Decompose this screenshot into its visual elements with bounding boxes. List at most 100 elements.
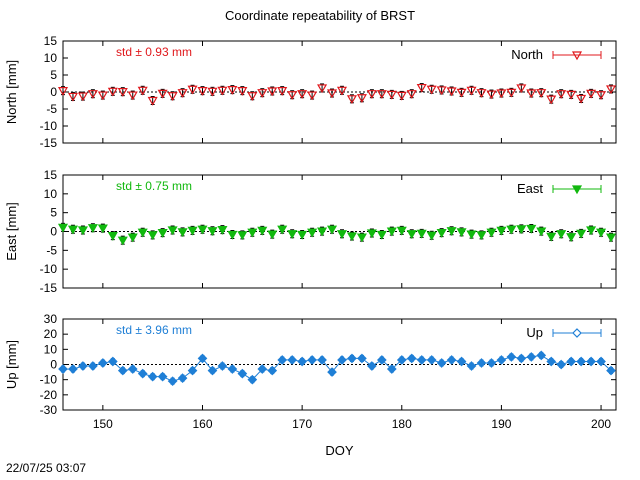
y-axis-label: Up [mm] bbox=[4, 340, 19, 389]
data-point bbox=[307, 91, 318, 101]
data-point bbox=[366, 90, 377, 99]
data-point bbox=[217, 361, 228, 371]
y-tick-label: 10 bbox=[44, 342, 58, 356]
data-point bbox=[137, 368, 148, 379]
data-point bbox=[327, 367, 337, 377]
y-tick-label: 5 bbox=[50, 206, 57, 220]
std-annotation: std ± 3.96 mm bbox=[116, 323, 192, 337]
data-point bbox=[526, 224, 537, 234]
data-point bbox=[117, 236, 128, 246]
data-point bbox=[147, 231, 158, 241]
data-point bbox=[546, 232, 557, 242]
data-point bbox=[586, 226, 597, 236]
legend-label: East bbox=[517, 181, 543, 196]
x-tick-label: 200 bbox=[591, 417, 611, 431]
data-point bbox=[516, 84, 527, 94]
data-point bbox=[297, 230, 308, 240]
data-point bbox=[227, 86, 238, 95]
data-point bbox=[67, 92, 78, 102]
data-point bbox=[277, 355, 288, 365]
data-point bbox=[576, 94, 587, 104]
data-point bbox=[506, 352, 517, 362]
data-point bbox=[357, 353, 367, 364]
data-point bbox=[605, 85, 617, 95]
y-tick-label: -30 bbox=[40, 403, 58, 417]
data-point bbox=[127, 91, 138, 101]
legend-label: North bbox=[511, 47, 543, 62]
data-point bbox=[446, 227, 457, 236]
data-point bbox=[207, 365, 218, 376]
legend-marker bbox=[571, 51, 583, 61]
data-point bbox=[376, 90, 387, 99]
data-point bbox=[127, 364, 138, 374]
data-point bbox=[486, 228, 497, 238]
data-point bbox=[536, 227, 547, 237]
data-point bbox=[556, 230, 567, 239]
y-tick-label: -10 bbox=[40, 373, 58, 387]
y-tick-label: -20 bbox=[40, 388, 58, 402]
data-point bbox=[207, 87, 218, 97]
data-point bbox=[267, 365, 278, 376]
data-point bbox=[486, 90, 497, 100]
x-axis-label: DOY bbox=[325, 443, 354, 458]
data-point bbox=[416, 355, 427, 365]
std-annotation: std ± 0.75 mm bbox=[116, 179, 192, 193]
data-point bbox=[317, 227, 328, 237]
data-point bbox=[237, 87, 248, 96]
y-tick-label: 15 bbox=[44, 168, 58, 182]
data-point bbox=[257, 89, 268, 98]
data-point bbox=[506, 88, 517, 98]
data-point bbox=[57, 87, 69, 96]
data-point bbox=[406, 230, 417, 239]
data-point bbox=[516, 353, 527, 364]
y-tick-label: 0 bbox=[50, 358, 57, 372]
data-point bbox=[177, 89, 188, 98]
panel-north: 15 10 5 0 -5 -10 -15 North [mm] std ± 0.93 mm Nor… bbox=[4, 34, 617, 150]
data-point bbox=[356, 233, 367, 243]
y-tick-label: -15 bbox=[40, 281, 58, 295]
data-point bbox=[536, 89, 547, 98]
data-point bbox=[546, 356, 557, 367]
data-point bbox=[476, 358, 487, 368]
data-point bbox=[596, 228, 607, 238]
data-point bbox=[556, 90, 567, 99]
data-point bbox=[217, 226, 228, 235]
data-point bbox=[366, 229, 377, 239]
data-point bbox=[107, 87, 118, 97]
data-point bbox=[436, 229, 447, 238]
data-point bbox=[446, 87, 457, 97]
data-point bbox=[68, 364, 78, 374]
data-point bbox=[337, 355, 347, 365]
data-point bbox=[177, 373, 188, 383]
data-point bbox=[386, 364, 397, 374]
data-point bbox=[586, 89, 597, 99]
data-point bbox=[346, 95, 357, 105]
data-point bbox=[177, 228, 188, 238]
data-point bbox=[396, 355, 407, 365]
data-point bbox=[406, 90, 417, 99]
data-point bbox=[247, 228, 258, 238]
data-point bbox=[446, 355, 457, 365]
data-point bbox=[586, 356, 596, 367]
data-point bbox=[117, 365, 128, 376]
data-point bbox=[197, 353, 208, 364]
data-point bbox=[496, 226, 507, 236]
x-tick-label: 150 bbox=[93, 417, 113, 431]
data-point bbox=[566, 90, 577, 100]
data-point bbox=[87, 224, 98, 233]
data-point bbox=[227, 364, 238, 374]
data-point bbox=[297, 356, 307, 367]
y-tick-label: 20 bbox=[44, 327, 58, 341]
data-point bbox=[167, 226, 178, 236]
data-point bbox=[277, 87, 288, 96]
data-point bbox=[336, 230, 348, 239]
data-point bbox=[566, 356, 577, 367]
x-tick-label: 170 bbox=[292, 417, 312, 431]
data-point bbox=[127, 233, 138, 243]
series-line bbox=[63, 354, 612, 382]
data-point bbox=[456, 356, 467, 367]
y-axis-label: East [mm] bbox=[4, 202, 19, 261]
data-point bbox=[247, 92, 258, 101]
x-tick-label: 180 bbox=[392, 417, 412, 431]
